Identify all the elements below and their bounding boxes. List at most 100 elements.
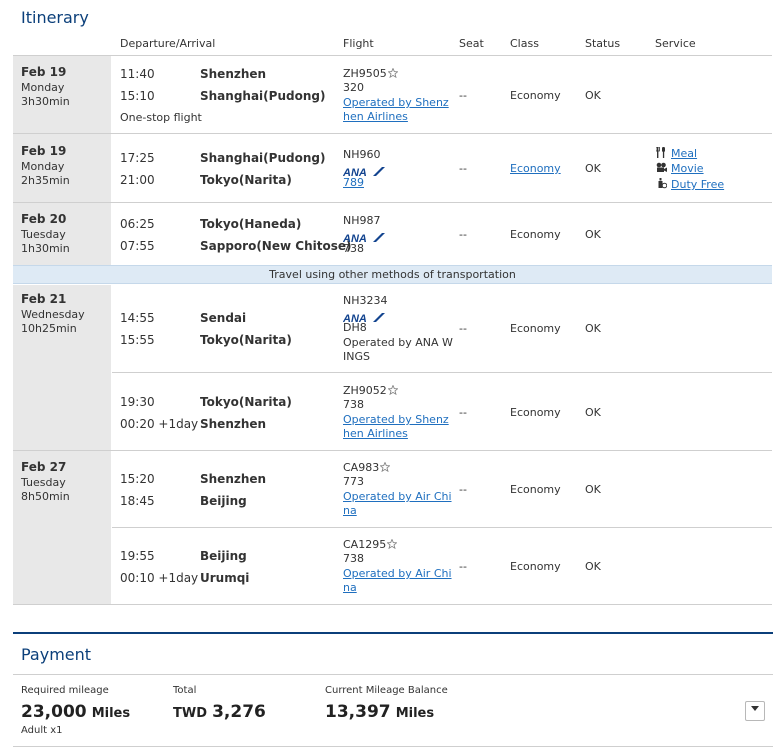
mileage-balance: 13,397 Miles (325, 702, 434, 722)
date: Feb 27 (21, 460, 67, 474)
movie-icon (656, 162, 667, 172)
svg-text:ANA: ANA (343, 167, 367, 177)
mileage-balance-value: 13,397 (325, 702, 391, 722)
arr-time: 15:55 (120, 333, 155, 347)
total: TWD 3,276 (173, 702, 266, 722)
star-alliance-icon (387, 68, 398, 78)
operated-by: INGS (343, 350, 370, 363)
svg-text:ANA: ANA (343, 313, 367, 323)
arr-time: 07:55 (120, 239, 155, 253)
seat: -- (459, 228, 467, 241)
operated-by-link[interactable]: hen Airlines (343, 427, 408, 440)
operated-by: Operated by ANA W (343, 336, 453, 349)
aircraft: 738 (343, 242, 364, 255)
dep-time: 11:40 (120, 67, 155, 81)
weekday: Wednesday (21, 308, 85, 321)
miles-unit: Miles (395, 706, 435, 721)
operated-by-link[interactable]: Operated by Air Chi (343, 567, 452, 580)
status: OK (585, 406, 601, 419)
flight-number-text: CA1295 (343, 538, 387, 551)
operated-by-link[interactable]: na (343, 504, 357, 517)
service-duty-free[interactable]: Duty Free (656, 178, 724, 191)
ana-logo-icon: ANA (343, 307, 385, 326)
weekday: Tuesday (21, 228, 66, 241)
aircraft: 773 (343, 475, 364, 488)
dep-city: Tokyo(Haneda) (200, 217, 302, 231)
total-value: 3,276 (212, 702, 266, 722)
duration: 8h50min (21, 490, 70, 503)
divider (13, 133, 772, 134)
class-link[interactable]: Economy (510, 162, 561, 175)
flight-number: ZH9052 (343, 384, 398, 397)
arr-city: Tokyo(Narita) (200, 173, 292, 187)
operated-by-link[interactable]: Operated by Shenz (343, 413, 449, 426)
seat: -- (459, 406, 467, 419)
duration: 3h30min (21, 95, 70, 108)
operated-by-link[interactable]: hen Airlines (343, 110, 408, 123)
dep-time: 19:30 (120, 395, 155, 409)
flight-number-text: CA983 (343, 461, 380, 474)
aircraft: DH8 (343, 321, 367, 334)
dep-city: Shenzhen (200, 472, 267, 486)
class: Economy (510, 483, 561, 496)
arr-time: 00:10 +1day (120, 571, 199, 585)
class: Economy (510, 322, 561, 335)
arr-city: Shenzhen (200, 417, 267, 431)
total-label: Total (173, 685, 197, 696)
col-header-class: Class (510, 37, 539, 50)
divider (112, 372, 772, 373)
arr-time: 21:00 (120, 173, 155, 187)
aircraft-link[interactable]: 789 (343, 176, 364, 189)
aircraft: 320 (343, 81, 364, 94)
service-movie-label[interactable]: Movie (671, 162, 704, 175)
payment-dropdown-button[interactable] (745, 701, 765, 721)
col-header-service: Service (655, 37, 696, 50)
dep-time: 17:25 (120, 151, 155, 165)
service-meal[interactable]: Meal (656, 147, 697, 160)
flight-number-text: ZH9052 (343, 384, 387, 397)
divider (13, 450, 772, 451)
status: OK (585, 89, 601, 102)
divider (13, 674, 773, 675)
dep-time: 19:55 (120, 549, 155, 563)
seat: -- (459, 483, 467, 496)
dep-city: Tokyo(Narita) (200, 395, 292, 409)
service-movie[interactable]: Movie (656, 162, 704, 175)
divider (13, 202, 772, 203)
payment-title: Payment (21, 645, 92, 664)
miles-unit: Miles (91, 706, 131, 721)
operated-by-link[interactable]: Operated by Air Chi (343, 490, 452, 503)
dep-time: 06:25 (120, 217, 155, 231)
aircraft: 738 (343, 552, 364, 565)
operated-by-link[interactable]: Operated by Shenz (343, 96, 449, 109)
duty-free-icon (658, 178, 667, 189)
arr-city: Shanghai(Pudong) (200, 89, 326, 103)
ana-logo-icon: ANA (343, 161, 385, 180)
operated-by-link[interactable]: na (343, 581, 357, 594)
flight-number: NH3234 (343, 294, 388, 307)
date: Feb 20 (21, 212, 67, 226)
status: OK (585, 322, 601, 335)
meal-icon (656, 147, 665, 158)
service-duty-free-label[interactable]: Duty Free (671, 178, 725, 191)
arr-city: Beijing (200, 494, 247, 508)
col-header-dep-arr: Departure/Arrival (120, 37, 216, 50)
mileage-balance-label: Current Mileage Balance (325, 685, 448, 696)
weekday: Monday (21, 160, 65, 173)
seat: -- (459, 162, 467, 175)
seat: -- (459, 322, 467, 335)
dep-time: 15:20 (120, 472, 155, 486)
flight-number: NH987 (343, 214, 381, 227)
col-header-seat: Seat (459, 37, 484, 50)
dep-city: Shenzhen (200, 67, 267, 81)
class: Economy (510, 560, 561, 573)
divider (13, 604, 772, 605)
col-header-status: Status (585, 37, 621, 50)
adult-count: Adult x1 (21, 725, 63, 736)
ana-logo-icon: ANA (343, 227, 385, 246)
aircraft: 738 (343, 398, 364, 411)
arr-time: 00:20 +1day (120, 417, 199, 431)
dep-city: Shanghai(Pudong) (200, 151, 326, 165)
service-meal-label[interactable]: Meal (671, 147, 698, 160)
date-cell-bg (13, 56, 111, 133)
